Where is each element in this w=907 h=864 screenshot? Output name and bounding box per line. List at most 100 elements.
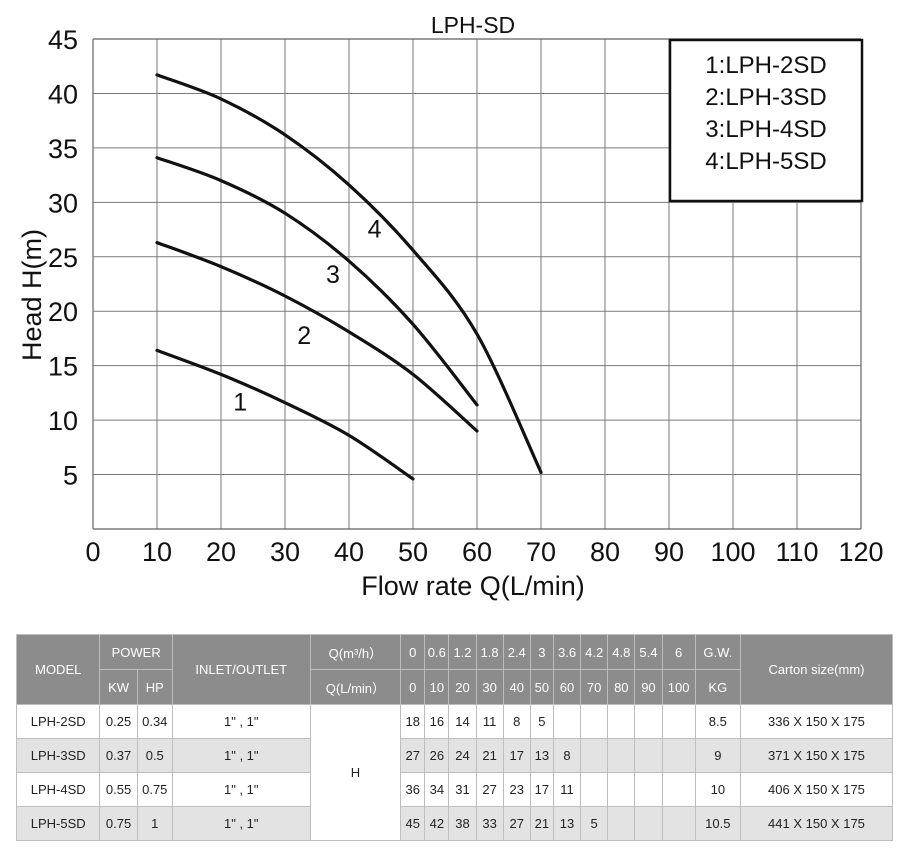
cell-kw: 0.25: [99, 704, 138, 739]
cell-carton: 441 X 150 X 175: [739, 806, 894, 841]
cell-head: 31: [448, 772, 477, 807]
curve-series-1: [155, 348, 415, 481]
cell-head: [634, 738, 663, 773]
x-axis-label: Flow rate Q(L/min): [361, 571, 585, 601]
cell-head: [661, 806, 696, 841]
header-power: POWER: [99, 634, 173, 670]
cell-hp: 0.5: [136, 738, 173, 773]
header-kw: KW: [99, 669, 138, 705]
y-tick-label: 20: [48, 297, 78, 327]
header-q-lmin: Q(L/min）: [309, 669, 402, 705]
cell-carton: 371 X 150 X 175: [739, 738, 894, 773]
y-tick-label: 40: [48, 79, 78, 109]
legend-entry-1: 1:LPH-2SD: [705, 52, 826, 79]
cell-head: [661, 772, 696, 807]
curve-label: 1: [233, 389, 247, 417]
cell-head: 24: [448, 738, 477, 773]
header-q-m3h-value: 1.8: [475, 634, 504, 670]
cell-head: 45: [400, 806, 426, 841]
x-tick-label: 90: [654, 537, 684, 567]
pump-curve-chart: LPH-SD 5 10 15 20 25 30 35 40 45 0 10 20 30 40 50 60 70…: [17, 12, 884, 601]
legend-box: [668, 38, 864, 203]
header-kg: KG: [694, 669, 741, 705]
cell-head: 16: [424, 704, 450, 739]
cell-head: 13: [552, 806, 582, 841]
header-q-m3h-value: 4.2: [580, 634, 609, 670]
cell-gw: 9: [694, 738, 741, 773]
header-q-lmin-value: 70: [580, 669, 609, 705]
cell-head: [607, 806, 636, 841]
cell-head: [607, 738, 636, 773]
cell-head: 34: [424, 772, 450, 807]
x-tick-labels: 0 10 20 30 40 50 60 70 80 90 100 110 120: [85, 537, 883, 567]
cell-head: 36: [400, 772, 426, 807]
cell-head: 27: [475, 772, 504, 807]
table-header-row-1: MODEL POWER INLET/OUTLET Q(m³/h） 0 0.6 1…: [15, 634, 894, 705]
chart-curves: [155, 73, 543, 481]
chart-title: LPH-SD: [431, 12, 515, 38]
header-model: MODEL: [15, 634, 101, 705]
x-tick-label: 110: [775, 537, 818, 567]
cell-head: 27: [400, 738, 426, 773]
cell-head: 21: [475, 738, 504, 773]
table-row: LPH-2SD 0.25 0.34 1" , 1" H 18 16 14 11 …: [15, 704, 894, 841]
cell-head: 27: [502, 806, 531, 841]
cell-head: [634, 704, 663, 739]
legend-entry-2: 2:LPH-3SD: [705, 84, 826, 111]
x-tick-label: 80: [590, 537, 620, 567]
cell-inlet: 1" , 1": [171, 772, 311, 807]
y-tick-label: 25: [48, 243, 78, 273]
header-q-m3h-value: 3: [529, 634, 554, 670]
header-q-m3h-value: 0: [400, 634, 426, 670]
header-q-m3h-value: 5.4: [634, 634, 663, 670]
cell-head: [580, 704, 609, 739]
table-row: LPH-3SD 0.37 0.5 1" , 1" 27 26 24 21 17 …: [15, 738, 894, 773]
header-q-m3h-value: 6: [661, 634, 696, 670]
y-tick-label: 35: [48, 134, 78, 164]
header-q-lmin-value: 100: [661, 669, 696, 705]
cell-head: [607, 704, 636, 739]
curve-series-4: [155, 73, 543, 474]
cell-model: LPH-2SD: [15, 704, 101, 739]
y-axis-label: Head H(m): [17, 229, 47, 361]
cell-head: [607, 772, 636, 807]
header-q-m3h-value: 0.6: [424, 634, 450, 670]
header-q-lmin-value: 60: [552, 669, 582, 705]
header-q-lmin-value: 50: [529, 669, 554, 705]
cell-head: 14: [448, 704, 477, 739]
cell-carton: 336 X 150 X 175: [739, 704, 894, 739]
cell-head: [580, 738, 609, 773]
curve-label: 3: [326, 261, 340, 289]
y-tick-label: 5: [63, 461, 78, 491]
cell-head: 38: [448, 806, 477, 841]
header-q-m3h-value: 3.6: [552, 634, 582, 670]
cell-gw: 8.5: [694, 704, 741, 739]
cell-kw: 0.55: [99, 772, 138, 807]
cell-head: 21: [529, 806, 554, 841]
header-q-m3h-value: 4.8: [607, 634, 636, 670]
x-tick-label: 30: [270, 537, 300, 567]
x-tick-label: 20: [206, 537, 236, 567]
cell-hp: 0.75: [136, 772, 173, 807]
header-q-m3h-value: 1.2: [448, 634, 477, 670]
header-q-m3h-value: 2.4: [502, 634, 531, 670]
cell-head: 17: [529, 772, 554, 807]
legend-entry-3: 3:LPH-4SD: [705, 116, 826, 143]
x-tick-label: 0: [85, 537, 100, 567]
cell-head: 5: [580, 806, 609, 841]
cell-head: 8: [552, 738, 582, 773]
y-tick-labels: 5 10 15 20 25 30 35 40 45: [48, 25, 78, 491]
header-q-lmin-value: 30: [475, 669, 504, 705]
legend-entry-4: 4:LPH-5SD: [705, 148, 826, 175]
table-header-row-2: KW HP Q(L/min） 0 10 20 30 40 50 60 70 80…: [17, 669, 893, 705]
header-q-lmin-value: 80: [607, 669, 636, 705]
y-tick-label: 45: [48, 25, 78, 55]
x-tick-label: 40: [334, 537, 364, 567]
cell-head: [661, 704, 696, 739]
cell-head: 13: [529, 738, 554, 773]
cell-head: 17: [502, 738, 531, 773]
cell-head: [661, 738, 696, 773]
cell-inlet: 1" , 1": [171, 738, 311, 773]
cell-head: 23: [502, 772, 531, 807]
cell-head: [634, 806, 663, 841]
